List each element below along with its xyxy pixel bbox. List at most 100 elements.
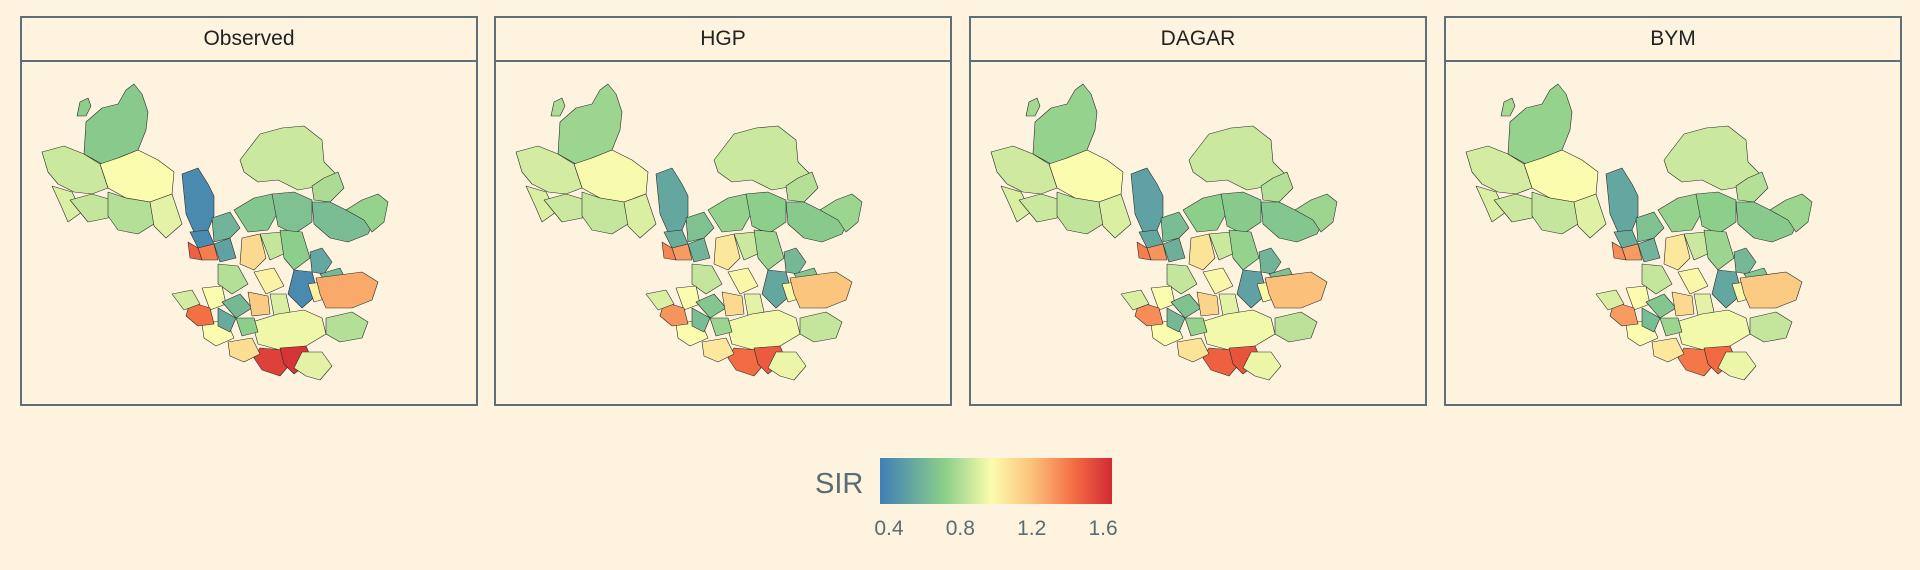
map-region — [789, 271, 853, 309]
map-region — [1098, 193, 1132, 239]
map-region — [753, 229, 785, 271]
legend-tick-3: 1.6 — [1088, 517, 1118, 540]
map-region — [1749, 311, 1793, 343]
color-legend: SIR 0.4 0.8 1.2 1.6 — [815, 455, 1118, 545]
map-region — [235, 317, 259, 337]
map-region — [311, 171, 345, 203]
map-region — [659, 301, 689, 327]
map-region — [1675, 309, 1751, 351]
map-region — [707, 193, 753, 233]
map-region — [691, 307, 711, 333]
map-region — [279, 229, 311, 271]
map-region — [1635, 211, 1665, 243]
choropleth-map — [496, 62, 950, 404]
map-region — [721, 291, 745, 317]
map-region — [687, 237, 711, 263]
map-region — [1611, 241, 1627, 261]
map-region — [1711, 269, 1743, 309]
map-region — [1176, 337, 1210, 363]
map-region — [1188, 233, 1216, 271]
map-region — [655, 167, 689, 233]
legend-color-bar — [880, 458, 1112, 504]
map-region — [1695, 191, 1737, 235]
map-region — [709, 317, 733, 337]
map-region — [661, 241, 677, 261]
map-region — [1531, 191, 1579, 235]
map-region — [1182, 193, 1228, 233]
map-region — [727, 267, 759, 295]
map-region — [819, 193, 863, 233]
map-region — [69, 193, 113, 223]
map-region — [1258, 247, 1282, 275]
map-region — [1236, 269, 1268, 309]
map-region — [1493, 193, 1537, 223]
map-region — [1500, 97, 1516, 117]
map-region — [745, 191, 787, 235]
map-region — [1677, 267, 1709, 295]
map-region — [1136, 241, 1152, 261]
map-region — [251, 309, 327, 351]
map-region — [1523, 149, 1599, 203]
map-region — [1196, 291, 1220, 317]
map-region — [1200, 309, 1276, 351]
map-region — [1274, 311, 1318, 343]
map-region — [315, 271, 379, 309]
map-region — [543, 193, 587, 223]
map-region — [247, 291, 271, 317]
panel-title: Observed — [22, 18, 476, 62]
map-region — [1671, 291, 1695, 317]
panel-title: DAGAR — [971, 18, 1425, 62]
map-region — [1733, 247, 1757, 275]
map-region — [239, 233, 267, 271]
map-region — [725, 309, 801, 351]
map-region — [685, 211, 715, 243]
map-region — [1018, 193, 1062, 223]
map-region — [185, 301, 215, 327]
map-region — [515, 145, 583, 195]
map-region — [1184, 317, 1208, 337]
map-region — [1637, 237, 1661, 263]
map-panel-observed: Observed — [20, 16, 478, 406]
map-region — [271, 191, 313, 235]
map-region — [1294, 193, 1338, 233]
map-region — [1056, 191, 1104, 235]
map-region — [213, 237, 237, 263]
map-region — [1166, 307, 1186, 333]
map-region — [293, 351, 333, 381]
map-region — [1641, 307, 1661, 333]
map-region — [1663, 233, 1691, 271]
map-region — [41, 145, 109, 195]
map-region — [187, 241, 203, 261]
map-region — [783, 247, 807, 275]
map-region — [345, 193, 389, 233]
map-region — [309, 247, 333, 275]
map-region — [227, 337, 261, 363]
map-region — [76, 97, 92, 117]
choropleth-map — [22, 62, 476, 404]
map-region — [1651, 337, 1685, 363]
map-region — [1220, 191, 1262, 235]
map-region — [1025, 97, 1041, 117]
map-region — [990, 145, 1058, 195]
map-region — [1641, 263, 1673, 295]
map-region — [1160, 211, 1190, 243]
map-region — [217, 263, 249, 295]
map-region — [623, 193, 657, 239]
map-region — [253, 267, 285, 295]
map-region — [1465, 145, 1533, 195]
map-region — [1717, 351, 1757, 381]
map-region — [171, 289, 201, 311]
map-region — [1000, 185, 1032, 223]
map-region — [1475, 185, 1507, 223]
map-region — [785, 171, 819, 203]
map-region — [1048, 149, 1124, 203]
map-region — [1130, 167, 1164, 233]
map-region — [99, 149, 175, 203]
panel-title: BYM — [1446, 18, 1900, 62]
legend-tick-1: 0.8 — [945, 517, 975, 540]
map-region — [1609, 301, 1639, 327]
map-region — [761, 269, 793, 309]
map-region — [211, 211, 241, 243]
map-region — [799, 311, 843, 343]
map-panel-dagar: DAGAR — [969, 16, 1427, 406]
